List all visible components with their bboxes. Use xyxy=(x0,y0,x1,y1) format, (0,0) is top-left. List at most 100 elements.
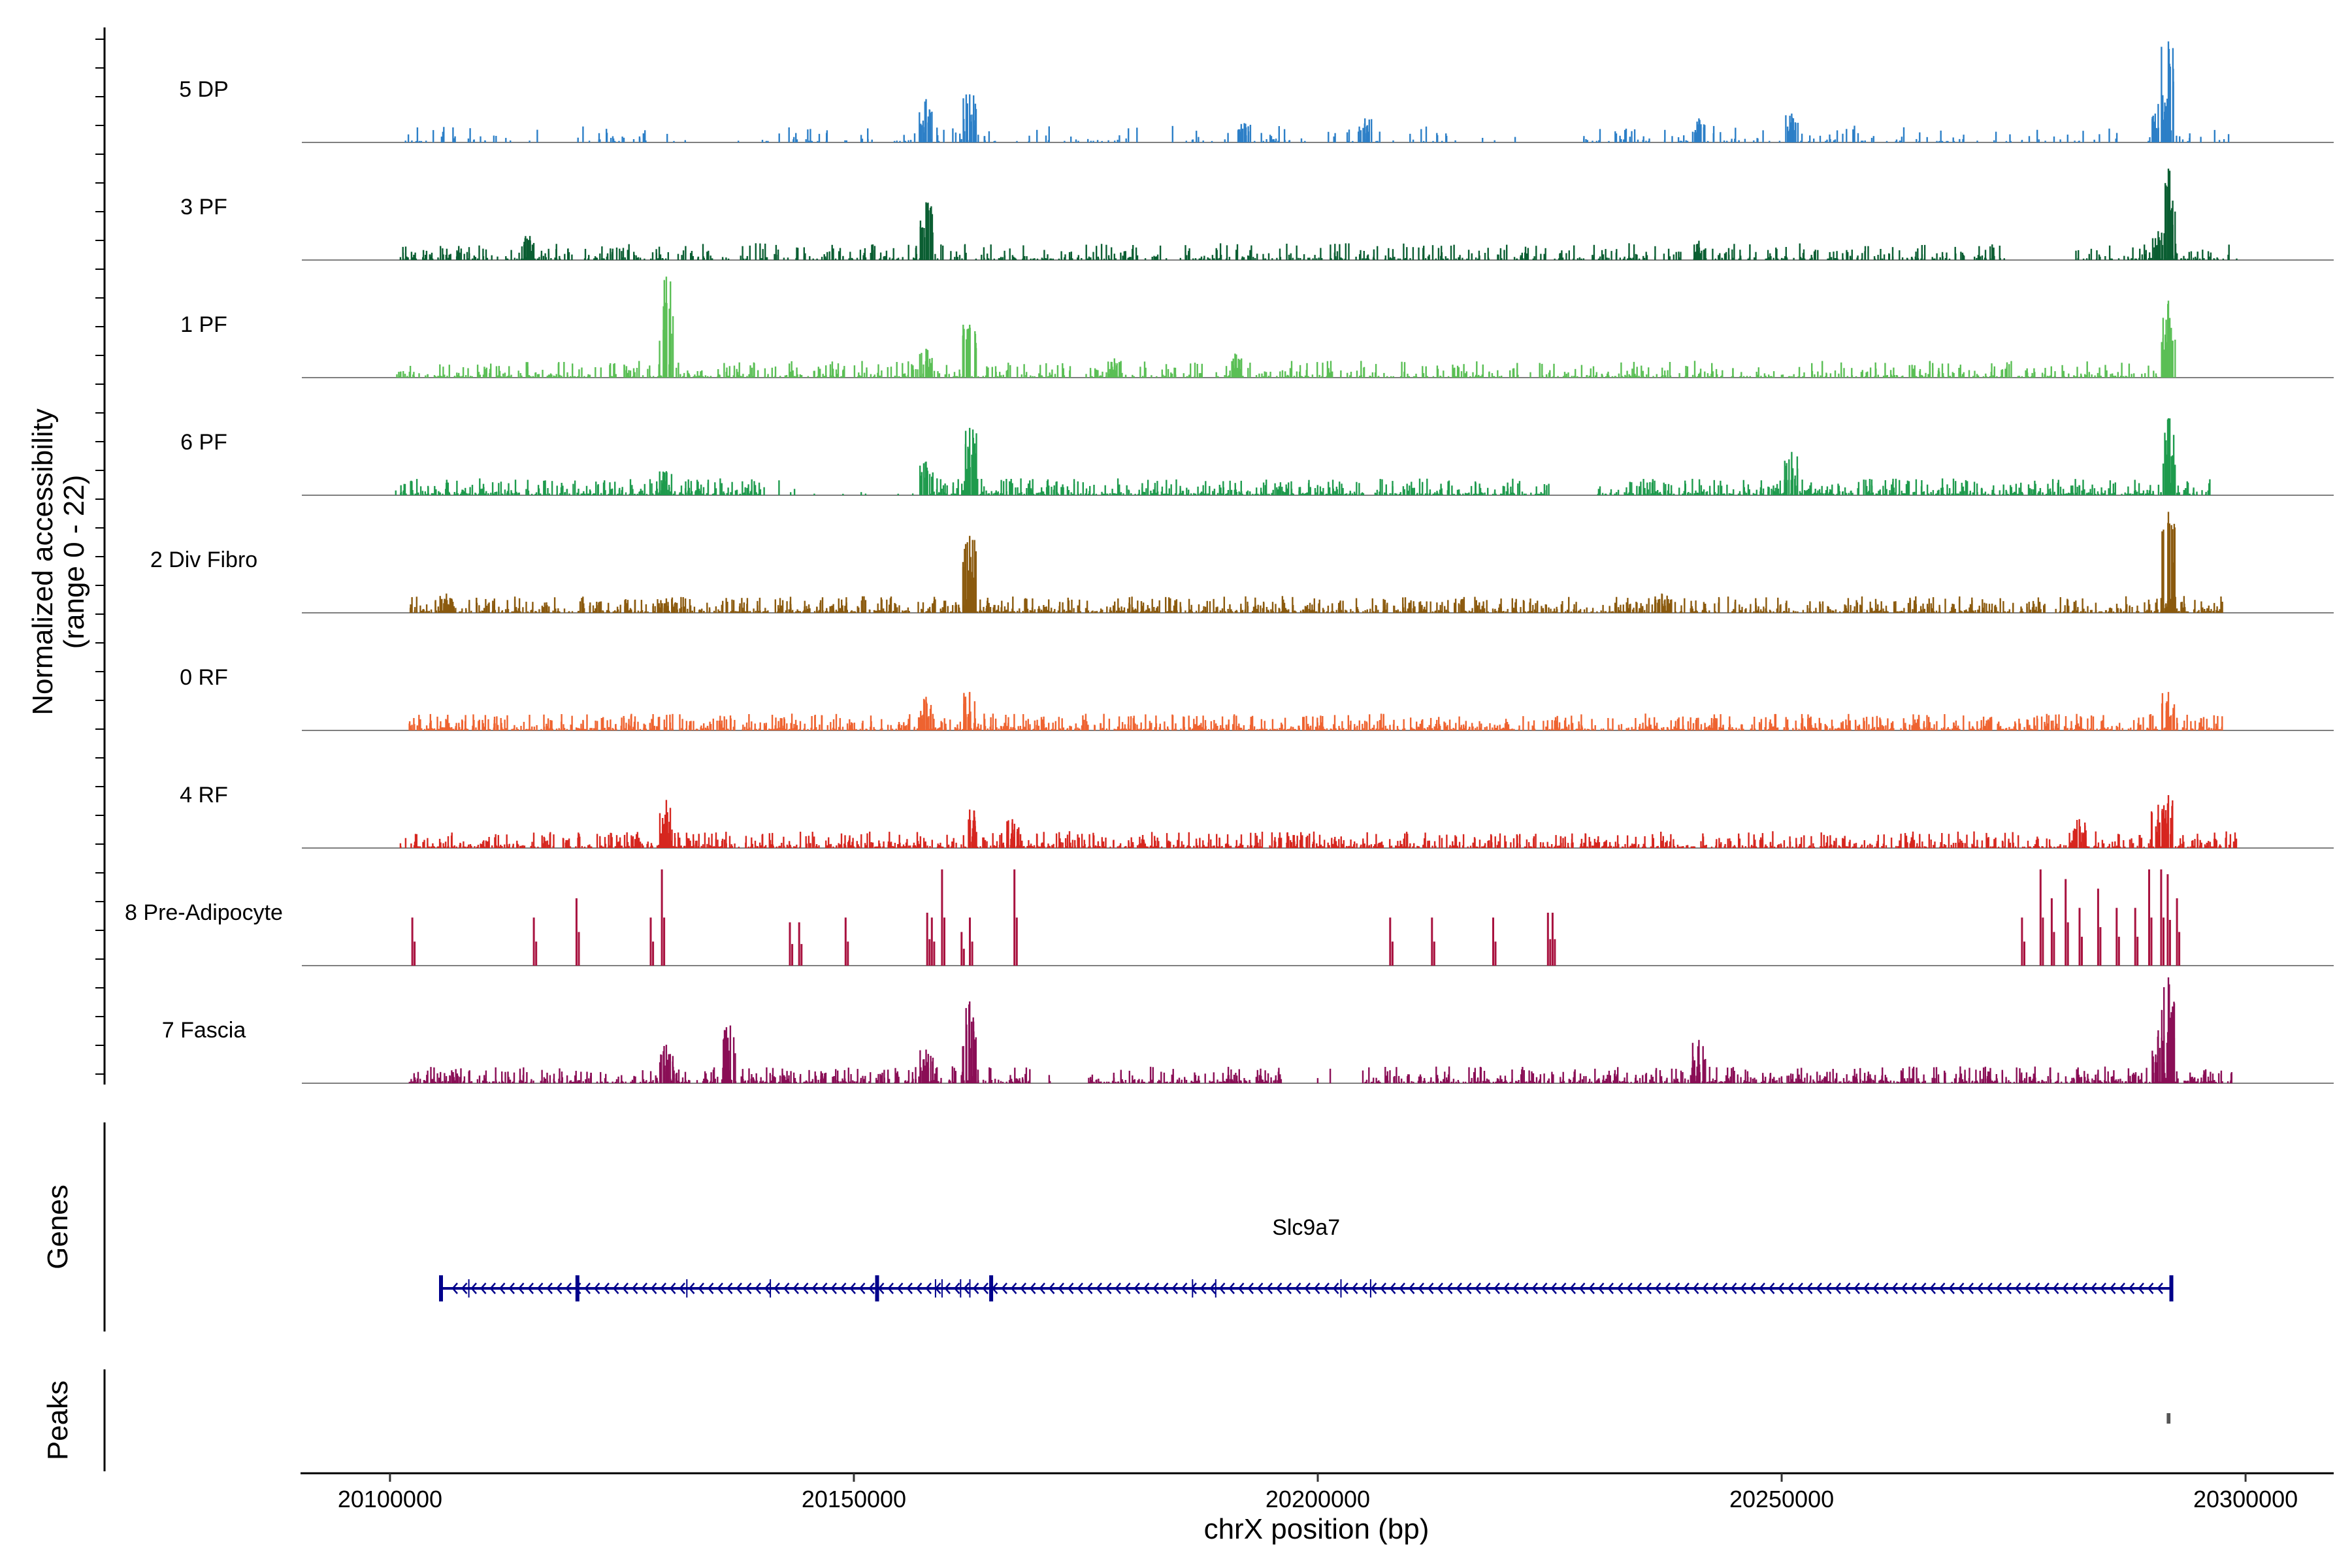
coverage-bar xyxy=(434,485,436,495)
coverage-bar xyxy=(1326,361,1329,378)
coverage-bar xyxy=(1703,489,1705,495)
coverage-bar xyxy=(1833,140,1835,142)
coverage-bar xyxy=(2144,373,2146,378)
coverage-bar xyxy=(1890,374,1893,378)
coverage-bar xyxy=(1535,493,1537,495)
coverage-bar xyxy=(834,258,837,260)
coverage-bar xyxy=(2088,372,2090,378)
coverage-bar xyxy=(904,373,906,378)
coverage-bar xyxy=(479,478,481,495)
coverage-bar xyxy=(2174,339,2176,378)
coverage-bar xyxy=(1801,133,1803,142)
coverage-bar xyxy=(902,363,904,378)
coverage-bar xyxy=(2164,443,2166,495)
coverage-bar xyxy=(500,376,502,378)
coverage-bar xyxy=(1989,246,1991,260)
coverage-bar xyxy=(1422,366,1424,378)
coverage-bar xyxy=(2076,376,2078,378)
coverage-bar xyxy=(1846,129,1848,142)
coverage-bar xyxy=(977,478,979,495)
coverage-bar xyxy=(1803,372,1805,378)
coverage-bar xyxy=(831,361,834,378)
coverage-bar xyxy=(730,611,732,613)
coverage-bar xyxy=(1458,367,1460,378)
coverage-bar xyxy=(1991,363,1993,378)
coverage-bar xyxy=(1629,375,1631,378)
coverage-bar xyxy=(1712,248,1714,260)
coverage-bar xyxy=(1062,368,1064,378)
coverage-bar xyxy=(1860,605,1862,613)
coverage-bar xyxy=(861,596,864,613)
coverage-bar xyxy=(1791,113,1793,142)
coverage-bar xyxy=(1493,376,1495,378)
coverage-bar xyxy=(662,329,664,378)
coverage-bar xyxy=(942,485,945,495)
coverage-bar xyxy=(1507,493,1509,495)
coverage-bar xyxy=(936,489,938,495)
coverage-bar xyxy=(430,609,433,613)
coverage-bar xyxy=(1893,601,1895,613)
coverage-bar xyxy=(1954,493,1957,495)
coverage-bar xyxy=(1541,493,1543,495)
coverage-bar xyxy=(610,489,612,495)
coverage-bar xyxy=(879,252,882,260)
coverage-bar xyxy=(2100,376,2102,378)
coverage-bar xyxy=(1463,364,1465,378)
coverage-bar xyxy=(1842,253,1844,260)
coverage-bar xyxy=(665,276,668,378)
coverage-bar xyxy=(2074,493,2076,495)
coverage-bar xyxy=(1782,374,1784,378)
coverage-bar xyxy=(2002,601,2004,613)
coverage-bar xyxy=(1884,493,1887,495)
coverage-bar xyxy=(987,253,988,260)
coverage-bar xyxy=(2133,373,2135,378)
coverage-bar xyxy=(1951,607,1953,613)
coverage-bar xyxy=(1810,491,1812,495)
coverage-bar xyxy=(913,133,916,142)
coverage-bar xyxy=(1555,611,1557,613)
coverage-bar xyxy=(1747,493,1750,495)
coverage-bar xyxy=(2077,607,2079,613)
coverage-bar xyxy=(2017,493,2019,495)
coverage-bar xyxy=(1269,135,1271,142)
coverage-bar xyxy=(722,258,724,260)
coverage-bar xyxy=(1179,257,1181,260)
coverage-bar xyxy=(979,493,981,495)
coverage-bar xyxy=(640,611,642,613)
coverage-bar xyxy=(1406,483,1408,495)
coverage-bar xyxy=(793,376,796,378)
coverage-bar xyxy=(432,493,434,495)
coverage-bar xyxy=(1436,602,1438,613)
coverage-bar xyxy=(1121,372,1123,378)
coverage-bar xyxy=(2164,611,2166,613)
coverage-bar xyxy=(1959,596,1961,613)
coverage-bar xyxy=(1614,493,1616,495)
coverage-bar xyxy=(1252,611,1254,613)
coverage-bar xyxy=(706,493,708,495)
coverage-bar xyxy=(1561,250,1563,260)
coverage-bar xyxy=(2147,611,2149,613)
coverage-bar xyxy=(655,253,657,260)
coverage-bar xyxy=(742,611,744,613)
coverage-bar xyxy=(995,372,997,378)
coverage-bar xyxy=(1642,376,1644,378)
coverage-bar xyxy=(969,94,971,142)
coverage-bar xyxy=(2186,481,2188,495)
coverage-bar xyxy=(1359,140,1362,142)
coverage-bar xyxy=(2161,342,2163,378)
coverage-bar xyxy=(1880,249,1882,260)
coverage-bar xyxy=(2018,376,2020,378)
coverage-bar xyxy=(1834,139,1837,142)
coverage-bar xyxy=(1484,492,1486,495)
coverage-bar xyxy=(2013,493,2015,495)
coverage-bar xyxy=(493,493,495,495)
coverage-bar xyxy=(749,245,751,260)
coverage-bar xyxy=(1691,608,1694,613)
coverage-bar xyxy=(1429,489,1431,495)
coverage-bar xyxy=(1211,255,1214,260)
coverage-bar xyxy=(416,610,418,613)
coverage-bar xyxy=(728,366,730,378)
coverage-bar xyxy=(417,492,419,495)
coverage-bar xyxy=(1207,258,1209,260)
coverage-bar xyxy=(2015,493,2017,495)
